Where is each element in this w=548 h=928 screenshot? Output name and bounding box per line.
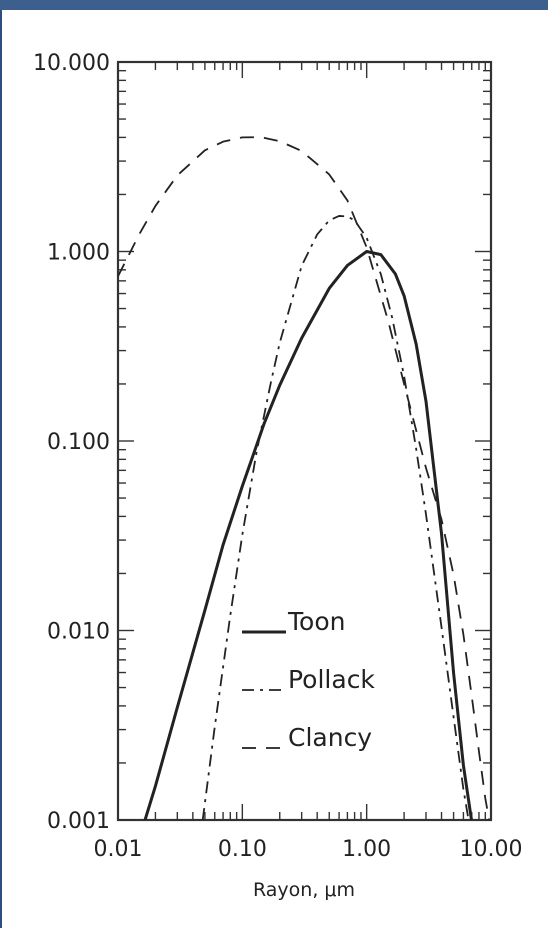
- y-tick-label: 10.000: [33, 51, 110, 76]
- window-left-edge: [0, 10, 2, 928]
- y-tick-label: 0.001: [47, 809, 110, 834]
- y-tick-label: 1.000: [47, 241, 110, 266]
- x-axis-label: Rayon, μm: [253, 879, 355, 901]
- legend-label-pollack: Pollack: [288, 665, 375, 694]
- y-tick-label: 0.010: [47, 620, 110, 645]
- legend-label-clancy: Clancy: [288, 723, 372, 752]
- legend-label-toon: Toon: [287, 607, 345, 636]
- series-layer: [118, 136, 491, 820]
- plot-frame: [116, 60, 493, 822]
- window-top-bar: [0, 0, 548, 10]
- x-tick-label: 1.00: [342, 837, 391, 862]
- y-tick-label: 0.100: [47, 430, 110, 455]
- plot-border: [116, 60, 493, 822]
- x-tick-label: 0.01: [94, 837, 143, 862]
- series-toon-line: [143, 250, 474, 820]
- series-pollack-line: [201, 215, 470, 820]
- legend: Toon Pollack Clancy: [242, 607, 375, 752]
- tick-labels: 0.01 0.10 1.00 10.00 10.000 1.000 0.100 0.010 0.…: [33, 51, 522, 862]
- x-tick-label: 0.10: [218, 837, 267, 862]
- axis-ticks: [117, 61, 492, 821]
- x-tick-label: 10.00: [460, 837, 523, 862]
- series-clancy-line: [118, 136, 491, 820]
